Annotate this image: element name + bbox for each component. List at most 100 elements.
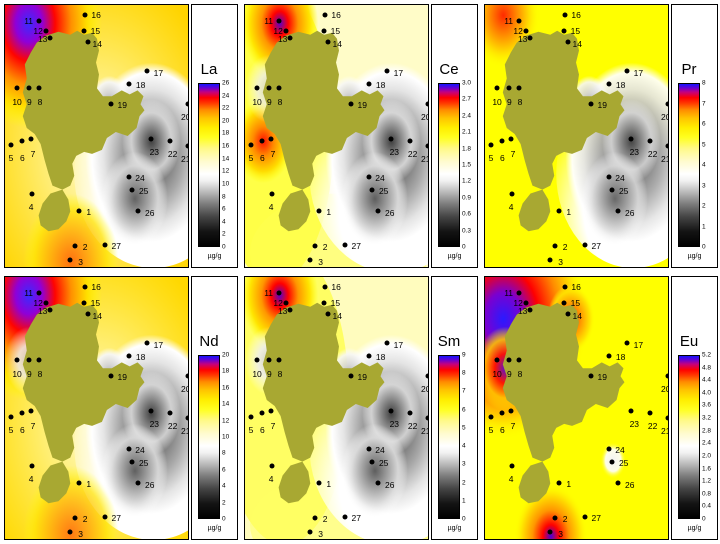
colorbar-tick-label: 1.6 [702, 465, 712, 473]
sample-point-label: 16 [331, 282, 341, 293]
sample-point-label: 12 [513, 297, 523, 308]
colorbar-tick-label: 0.9 [462, 194, 472, 202]
sample-point [322, 284, 328, 290]
sample-point [547, 529, 553, 535]
sample-point-label: 27 [591, 512, 601, 523]
sample-point [425, 415, 428, 421]
colorbar-tick-label: 10 [222, 433, 230, 441]
map-sm: 1234567891011121314151617181920212223242… [244, 276, 429, 540]
sample-point [325, 311, 331, 317]
sample-point-label: 20 [181, 383, 188, 394]
colorbar-ticks-la: 0 2 4 6 8 10 12 14 16 18 20 22 24 26 [222, 80, 239, 251]
sample-point [506, 357, 512, 363]
sample-point [28, 136, 34, 142]
sample-point-label: 5 [248, 153, 254, 164]
colorbar-unit-nd: µg/g [207, 525, 222, 532]
colorbar-title-sm: Sm [437, 333, 461, 350]
colorbar-unit-sm: µg/g [447, 525, 462, 532]
sample-point-label: 16 [571, 10, 581, 21]
colorbar-title-la: La [200, 61, 218, 78]
sample-point [108, 373, 114, 379]
sample-point-label: 22 [647, 421, 658, 432]
colorbar-unit-pr: µg/g [687, 253, 702, 260]
colorbar-tick-label: 4.8 [702, 364, 712, 372]
sample-point [588, 101, 594, 107]
sample-point [167, 410, 173, 416]
colorbar-strip-sm [438, 355, 460, 519]
sample-point-label: 7 [270, 149, 276, 160]
sample-point-label: 22 [407, 149, 418, 160]
sample-point-label: 17 [633, 339, 644, 350]
sample-point [375, 480, 381, 486]
panel-nd: 1234567891011121314151617181920212223242… [0, 272, 240, 544]
sample-point-label: 20 [661, 111, 668, 122]
map-eu: 1234567891011121314151617181920212223242… [484, 276, 669, 540]
colorbar-unit-ce: µg/g [447, 253, 462, 260]
sample-point-label: 18 [375, 79, 386, 90]
sample-point [624, 340, 630, 346]
pr-surface [485, 5, 668, 267]
sample-point [129, 459, 135, 465]
sample-point-label: 16 [571, 282, 581, 293]
sample-point-label: 15 [90, 297, 101, 308]
map-la: 1234567891011121314151617181920212223242… [4, 4, 189, 268]
sample-point-label: 14 [332, 38, 342, 49]
sample-point [36, 18, 42, 24]
sample-point-label: 17 [393, 67, 404, 78]
colorbar-tick-label: 8 [702, 79, 706, 87]
sample-point [85, 39, 91, 45]
sample-point [36, 357, 42, 363]
sample-point [76, 480, 82, 486]
sample-point-label: 1 [86, 478, 92, 489]
colorbar-tick-label: 0.8 [702, 490, 712, 498]
sample-point-label: 2 [82, 514, 88, 525]
la-surface [5, 5, 188, 267]
sample-point-label: 4 [28, 201, 34, 212]
sample-point-label: 11 [264, 287, 274, 298]
colorbar-ticks-sm: 0 1 2 3 4 5 6 7 8 9 [462, 351, 479, 523]
sample-point [126, 353, 132, 359]
sample-point [144, 340, 150, 346]
colorbar-tick-label: 0 [702, 243, 706, 251]
colorbar-tick-label: 14 [222, 155, 230, 163]
colorbar-tick-label: 20 [222, 117, 230, 125]
sample-point [126, 174, 132, 180]
sample-point [26, 357, 32, 363]
sample-point-label: 26 [624, 207, 635, 218]
sample-point [407, 410, 413, 416]
sample-point-label: 22 [167, 421, 178, 432]
sample-point [259, 410, 265, 416]
sample-point [488, 414, 494, 420]
sample-point-label: 7 [270, 421, 276, 432]
colorbar-eu: Eu 0 0.4 0.8 1.2 1.6 2.0 2.4 2.8 3.2 3.6 4.0 4.4 4.8… [671, 276, 718, 540]
sample-point-label: 9 [26, 368, 32, 379]
sample-point-label: 10 [12, 96, 22, 107]
colorbar-tick-label: 2 [222, 230, 226, 238]
sample-point-label: 2 [562, 514, 568, 525]
colorbar-ce: Ce 0 0.3 0.6 0.9 1.2 1.5 1.8 2.1 2.4 2.7 3.0 µg/g [431, 4, 478, 268]
colorbar-ticks-eu: 0 0.4 0.8 1.2 1.6 2.0 2.4 2.8 3.2 3.6 4.0 4.4 4.8 5.2 [702, 352, 719, 523]
sample-point [527, 35, 533, 41]
sample-point-label: 12 [33, 25, 43, 36]
colorbar-title-eu: Eu [679, 333, 699, 350]
sample-point-label: 5 [248, 425, 254, 436]
sample-point [527, 307, 533, 313]
sample-point-label: 25 [618, 185, 629, 196]
map-nd: 1234567891011121314151617181920212223242… [4, 276, 189, 540]
sample-point-label: 12 [273, 25, 283, 36]
colorbar-tick-label: 5 [702, 141, 706, 148]
sample-point [552, 243, 558, 249]
eu-surface [485, 277, 668, 539]
colorbar-unit-eu: µg/g [687, 525, 702, 532]
colorbar-strip-la [198, 83, 220, 247]
sample-point-label: 1 [86, 206, 92, 217]
sample-point [561, 28, 567, 34]
sample-point [43, 300, 49, 306]
sample-point-label: 11 [24, 287, 34, 298]
sample-point [647, 138, 653, 144]
sample-point [516, 85, 522, 91]
colorbar-tick-label: 9 [462, 351, 466, 359]
colorbar-tick-label: 10 [222, 180, 230, 188]
sample-point-label: 14 [92, 38, 102, 49]
colorbar-tick-label: 2.8 [702, 427, 712, 435]
